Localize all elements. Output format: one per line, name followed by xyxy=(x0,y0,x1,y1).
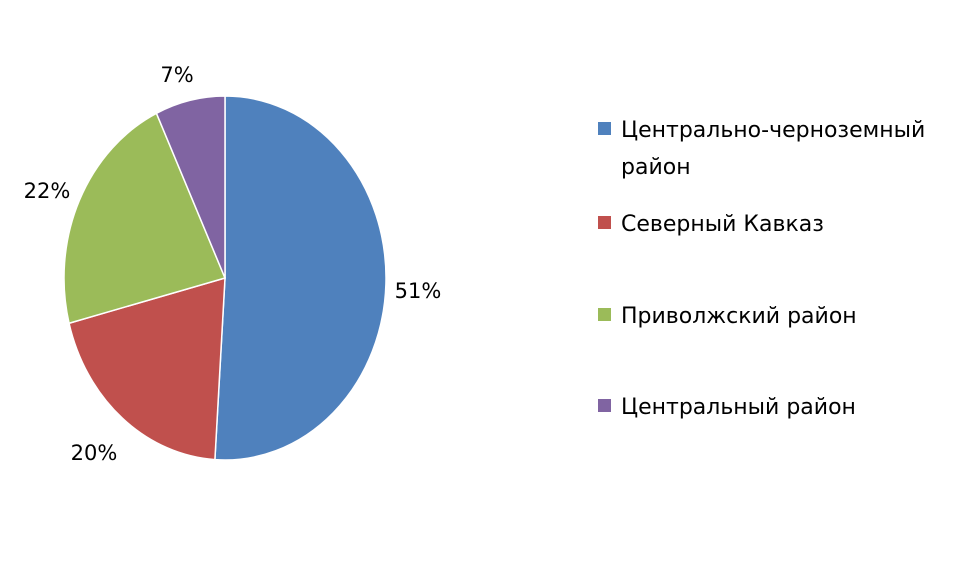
pie-slice-2 xyxy=(68,276,226,461)
pie-slices xyxy=(63,95,387,461)
legend-swatch-4 xyxy=(598,399,611,412)
legend-swatch-2 xyxy=(598,216,611,229)
legend-label-3: Приволжский район xyxy=(621,304,857,329)
pie-slice-3 xyxy=(63,112,227,325)
pie-slice-4 xyxy=(155,95,226,279)
pie-slice-1 xyxy=(214,95,387,461)
legend-label-1: Центрально-черноземный район xyxy=(621,118,926,180)
legend-item-4: Центральный район xyxy=(598,389,941,426)
legend-item-2: Северный Кавказ xyxy=(598,206,941,243)
legend-swatch-3 xyxy=(598,308,611,321)
legend-swatch-1 xyxy=(598,122,611,135)
data-label-1: 51% xyxy=(395,279,442,303)
legend-item-3: Приволжский район xyxy=(598,298,941,335)
data-label-2: 20% xyxy=(71,441,118,465)
data-label-3: 22% xyxy=(24,179,71,203)
legend-label-4: Центральный район xyxy=(621,395,856,420)
pie-data-labels: 51% 20% 22% 7% xyxy=(24,63,442,465)
data-label-4: 7% xyxy=(160,63,193,87)
legend-label-2: Северный Кавказ xyxy=(621,212,824,237)
legend-item-1: Центрально-черноземный район xyxy=(598,112,941,186)
